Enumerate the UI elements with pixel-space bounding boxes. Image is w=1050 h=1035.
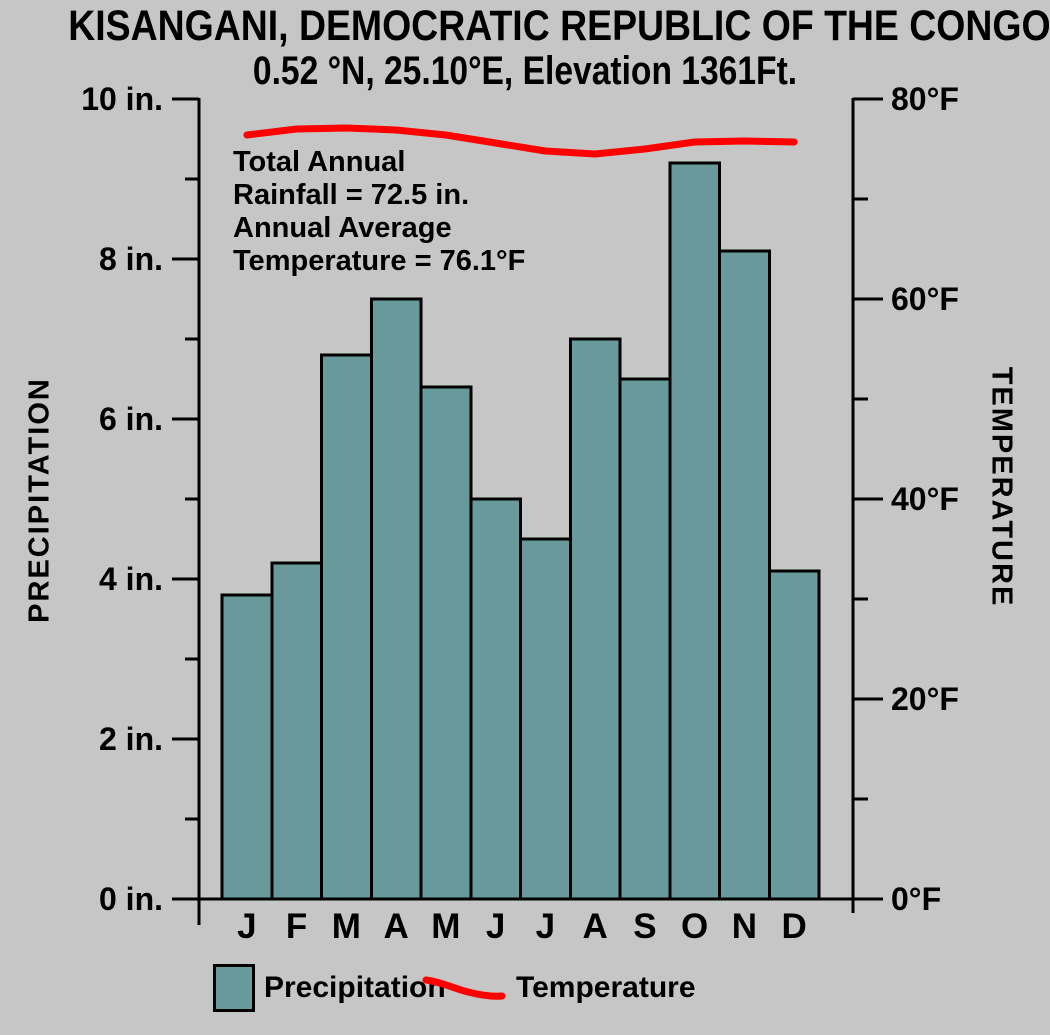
bar-s-9 <box>618 377 672 901</box>
month-label-2: F <box>286 907 307 946</box>
left-tick-label: 8 in. <box>99 241 163 277</box>
annotation-block: Total Annual Rainfall = 72.5 in. Annual … <box>233 146 525 278</box>
month-label-4: A <box>383 907 408 946</box>
temperature-line <box>243 124 798 158</box>
left-tick-label: 2 in. <box>99 721 163 757</box>
bar-o-10 <box>668 161 721 901</box>
bar-a-4 <box>369 297 423 901</box>
bar-m-5 <box>419 385 473 901</box>
right-tick-label: 40°F <box>891 481 959 517</box>
right-tick-label: 0°F <box>891 881 941 917</box>
bar-a-8 <box>568 337 622 901</box>
right-tick-label: 20°F <box>891 681 959 717</box>
temperature-legend-line-icon <box>422 976 506 1000</box>
month-label-9: S <box>633 907 656 946</box>
bar-j-7 <box>519 537 572 901</box>
annotation-line-4: Temperature = 76.1°F <box>233 245 526 277</box>
bar-j-6 <box>469 497 522 901</box>
page-subtitle: 0.52 °N, 25.10°E, Elevation 1361Ft. <box>252 49 798 93</box>
left-tick-label: 6 in. <box>99 401 163 437</box>
month-label-11: N <box>732 907 757 946</box>
left-tick-label: 0 in. <box>99 881 163 917</box>
annotation-line-2: Rainfall = 72.5 in. <box>233 179 470 211</box>
temperature-legend-line <box>422 976 506 1000</box>
bar-d-12 <box>767 569 821 901</box>
bar-m-3 <box>320 353 373 901</box>
month-label-1: J <box>237 907 256 946</box>
bar-n-11 <box>718 249 771 901</box>
month-label-7: J <box>536 907 555 946</box>
left-tick-label: 4 in. <box>99 561 163 597</box>
bar-f-2 <box>270 561 323 901</box>
annotation-line-1: Total Annual <box>233 146 406 178</box>
left-tick-label: 10 in. <box>81 81 163 117</box>
month-label-3: M <box>332 907 361 946</box>
right-tick-label: 80°F <box>891 81 959 117</box>
bar-j-1 <box>220 593 274 901</box>
precipitation-legend-label: Precipitation <box>264 971 446 1004</box>
month-label-6: J <box>486 907 505 946</box>
month-label-8: A <box>582 907 607 946</box>
annotation-line-3: Annual Average <box>233 212 452 244</box>
precipitation-legend-swatch <box>213 964 255 1012</box>
month-label-12: D <box>781 907 806 946</box>
temperature-legend-label: Temperature <box>516 971 696 1004</box>
page-title: KISANGANI, DEMOCRATIC REPUBLIC OF THE CO… <box>68 2 1050 50</box>
month-label-5: M <box>431 907 460 946</box>
right-tick-label: 60°F <box>891 281 959 317</box>
month-label-10: O <box>681 907 708 946</box>
